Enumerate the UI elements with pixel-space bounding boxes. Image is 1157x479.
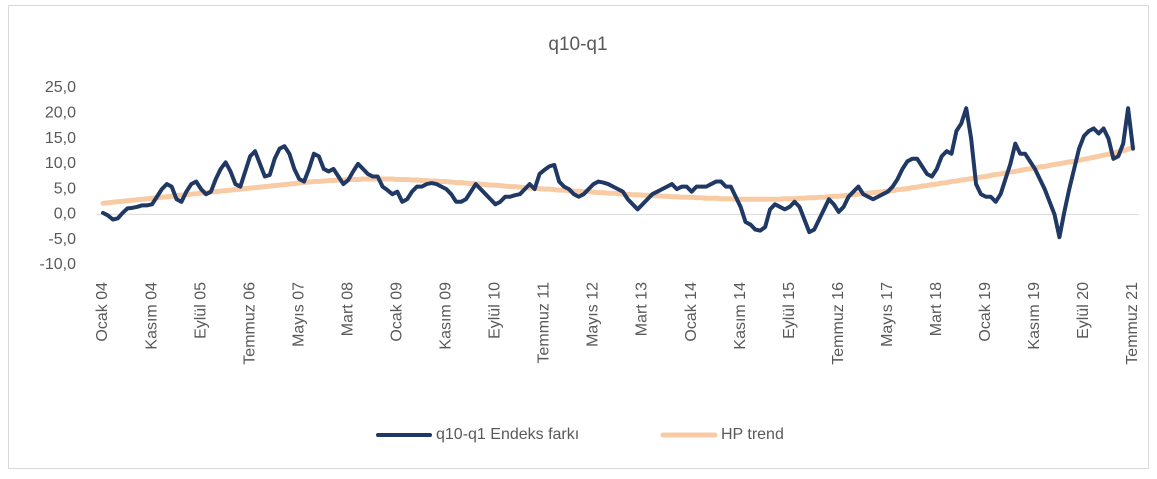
legend-label: HP trend — [721, 426, 784, 443]
x-tick-label: Mayıs 12 — [585, 282, 602, 347]
series-line — [101, 106, 1135, 240]
x-tick-label: Mart 08 — [339, 282, 356, 336]
legend-label: q10-q1 Endeks farkı — [436, 426, 579, 443]
x-tick-label: Mayıs 17 — [879, 282, 896, 347]
x-tick-label: Ocak 14 — [683, 282, 700, 342]
x-tick-label: Eylül 10 — [487, 282, 504, 339]
x-tick-label: Mart 13 — [634, 282, 651, 336]
x-tick-label: Mayıs 07 — [290, 282, 307, 347]
x-tick-label: Eylül 05 — [192, 282, 209, 339]
chart-title: q10-q1 — [548, 34, 607, 55]
y-tick-label: 25,0 — [45, 79, 76, 96]
x-tick-label: Temmuz 16 — [830, 282, 847, 365]
y-tick-label: 10,0 — [45, 155, 76, 172]
x-tick-label: Kasım 19 — [1026, 282, 1043, 350]
y-tick-label: -10,0 — [40, 256, 77, 273]
chart-frame — [8, 5, 1149, 469]
x-tick-label: Kasım 09 — [438, 282, 455, 350]
series-line — [100, 145, 1136, 206]
x-tick-label: Eylül 20 — [1075, 282, 1092, 339]
y-tick-label: -5,0 — [48, 231, 76, 248]
y-tick-label: 0,0 — [54, 206, 76, 223]
x-tick-label: Temmuz 21 — [1124, 282, 1141, 365]
x-tick-label: Temmuz 11 — [536, 282, 553, 364]
y-tick-label: 20,0 — [45, 105, 76, 122]
x-tick-label: Kasım 14 — [732, 282, 749, 350]
y-tick-label: 5,0 — [54, 180, 76, 197]
x-tick-label: Ocak 09 — [389, 282, 406, 342]
x-tick-label: Temmuz 06 — [241, 282, 258, 365]
x-tick-label: Kasım 04 — [143, 282, 160, 350]
x-tick-label: Ocak 04 — [94, 282, 111, 342]
x-tick-label: Eylül 15 — [781, 282, 798, 339]
y-tick-label: 15,0 — [45, 130, 76, 147]
x-tick-label: Ocak 19 — [977, 282, 994, 342]
x-tick-label: Mart 18 — [928, 282, 945, 336]
